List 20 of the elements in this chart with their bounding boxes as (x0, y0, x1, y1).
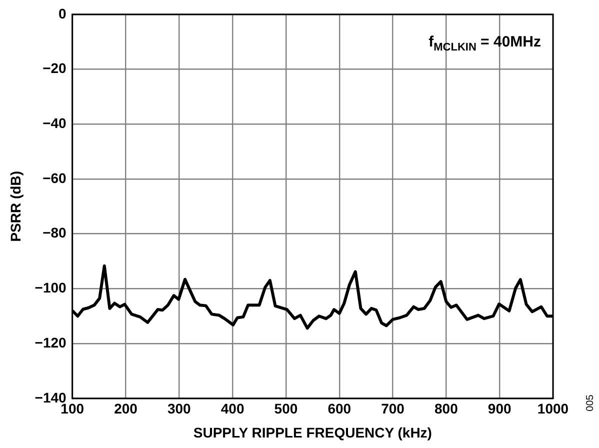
x-tick-label: 400 (220, 400, 244, 417)
x-tick-label: 800 (434, 400, 458, 417)
x-tick-label: 1000 (537, 400, 569, 417)
y-tick-label: −80 (42, 224, 67, 241)
x-tick-label: 300 (167, 400, 192, 417)
text: 005 (584, 394, 596, 412)
y-tick-label: −60 (42, 170, 67, 186)
x-axis-title: SUPPLY RIPPLE FREQUENCY (kHz) (193, 424, 432, 440)
x-tick-label: 900 (488, 400, 512, 417)
y-tick-label: 0 (58, 5, 67, 22)
y-tick-label: −40 (42, 114, 67, 131)
x-tick-label: 200 (114, 400, 138, 417)
x-tick-label: 600 (328, 400, 352, 417)
y-tick-label: −140 (34, 389, 67, 406)
y-tick-label: −100 (34, 280, 67, 296)
y-tick-label: −120 (34, 334, 67, 350)
y-axis-title: PSRR (dB) (7, 171, 24, 242)
x-tick-label: 500 (274, 400, 298, 417)
y-tick-label: −20 (42, 60, 67, 76)
x-tick-label: 700 (381, 400, 405, 417)
